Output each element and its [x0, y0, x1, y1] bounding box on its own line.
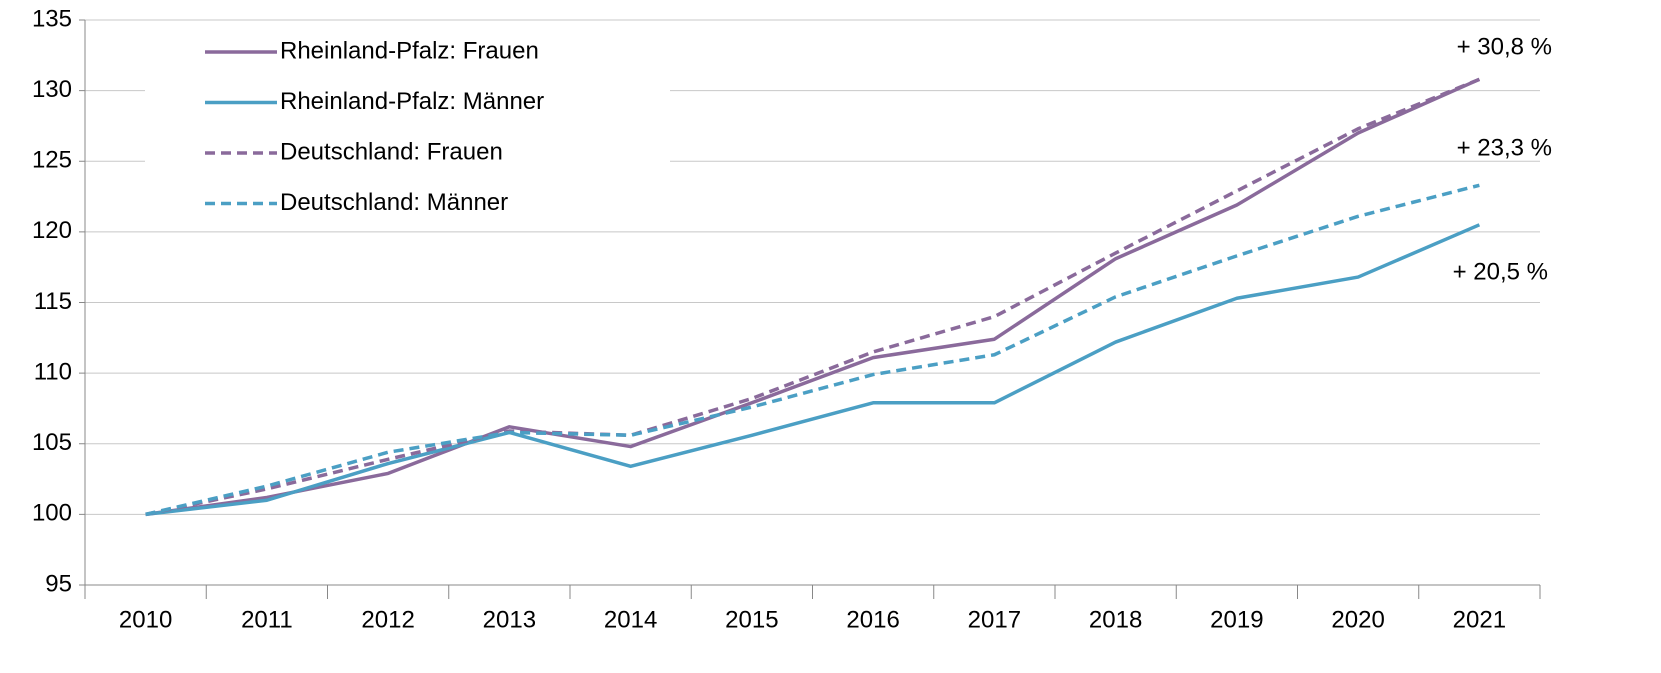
x-tick-label: 2014	[604, 606, 657, 633]
annotation: + 30,8 %	[1457, 33, 1552, 60]
line-series	[145, 183, 1480, 517]
x-tick-label: 2015	[725, 606, 778, 633]
x-tick-label: 2019	[1210, 606, 1263, 633]
x-tick-label: 2011	[241, 606, 293, 633]
x-tick-label: 2013	[483, 606, 536, 633]
y-tick-label: 135	[32, 5, 72, 32]
y-tick-label: 120	[32, 217, 72, 244]
x-tick-label: 2018	[1089, 606, 1142, 633]
y-tick-label: 110	[34, 358, 72, 385]
legend-label: Rheinland-Pfalz: Männer	[280, 88, 544, 115]
annotation: + 23,3 %	[1457, 134, 1552, 161]
x-tick-label: 2020	[1331, 606, 1384, 633]
legend-label: Deutschland: Männer	[280, 189, 508, 216]
legend-label: Deutschland: Frauen	[280, 138, 503, 165]
line-series	[145, 77, 1481, 517]
legend-background	[145, 24, 670, 228]
legend-label: Rheinland-Pfalz: Frauen	[280, 37, 539, 64]
x-tick-label: 2017	[968, 606, 1021, 633]
x-tick-label: 2021	[1453, 606, 1506, 633]
y-tick-label: 100	[32, 500, 72, 527]
y-tick-label: 130	[32, 76, 72, 103]
line-series	[145, 223, 1481, 517]
y-tick-label: 105	[32, 429, 72, 456]
x-tick-label: 2016	[846, 606, 899, 633]
x-tick-label: 2012	[361, 606, 414, 633]
annotation: + 20,5 %	[1453, 258, 1548, 285]
x-tick-label: 2010	[119, 606, 172, 633]
y-tick-label: 115	[34, 288, 72, 315]
y-tick-label: 95	[45, 570, 72, 597]
y-tick-label: 125	[32, 147, 72, 174]
line-series	[145, 77, 1481, 517]
